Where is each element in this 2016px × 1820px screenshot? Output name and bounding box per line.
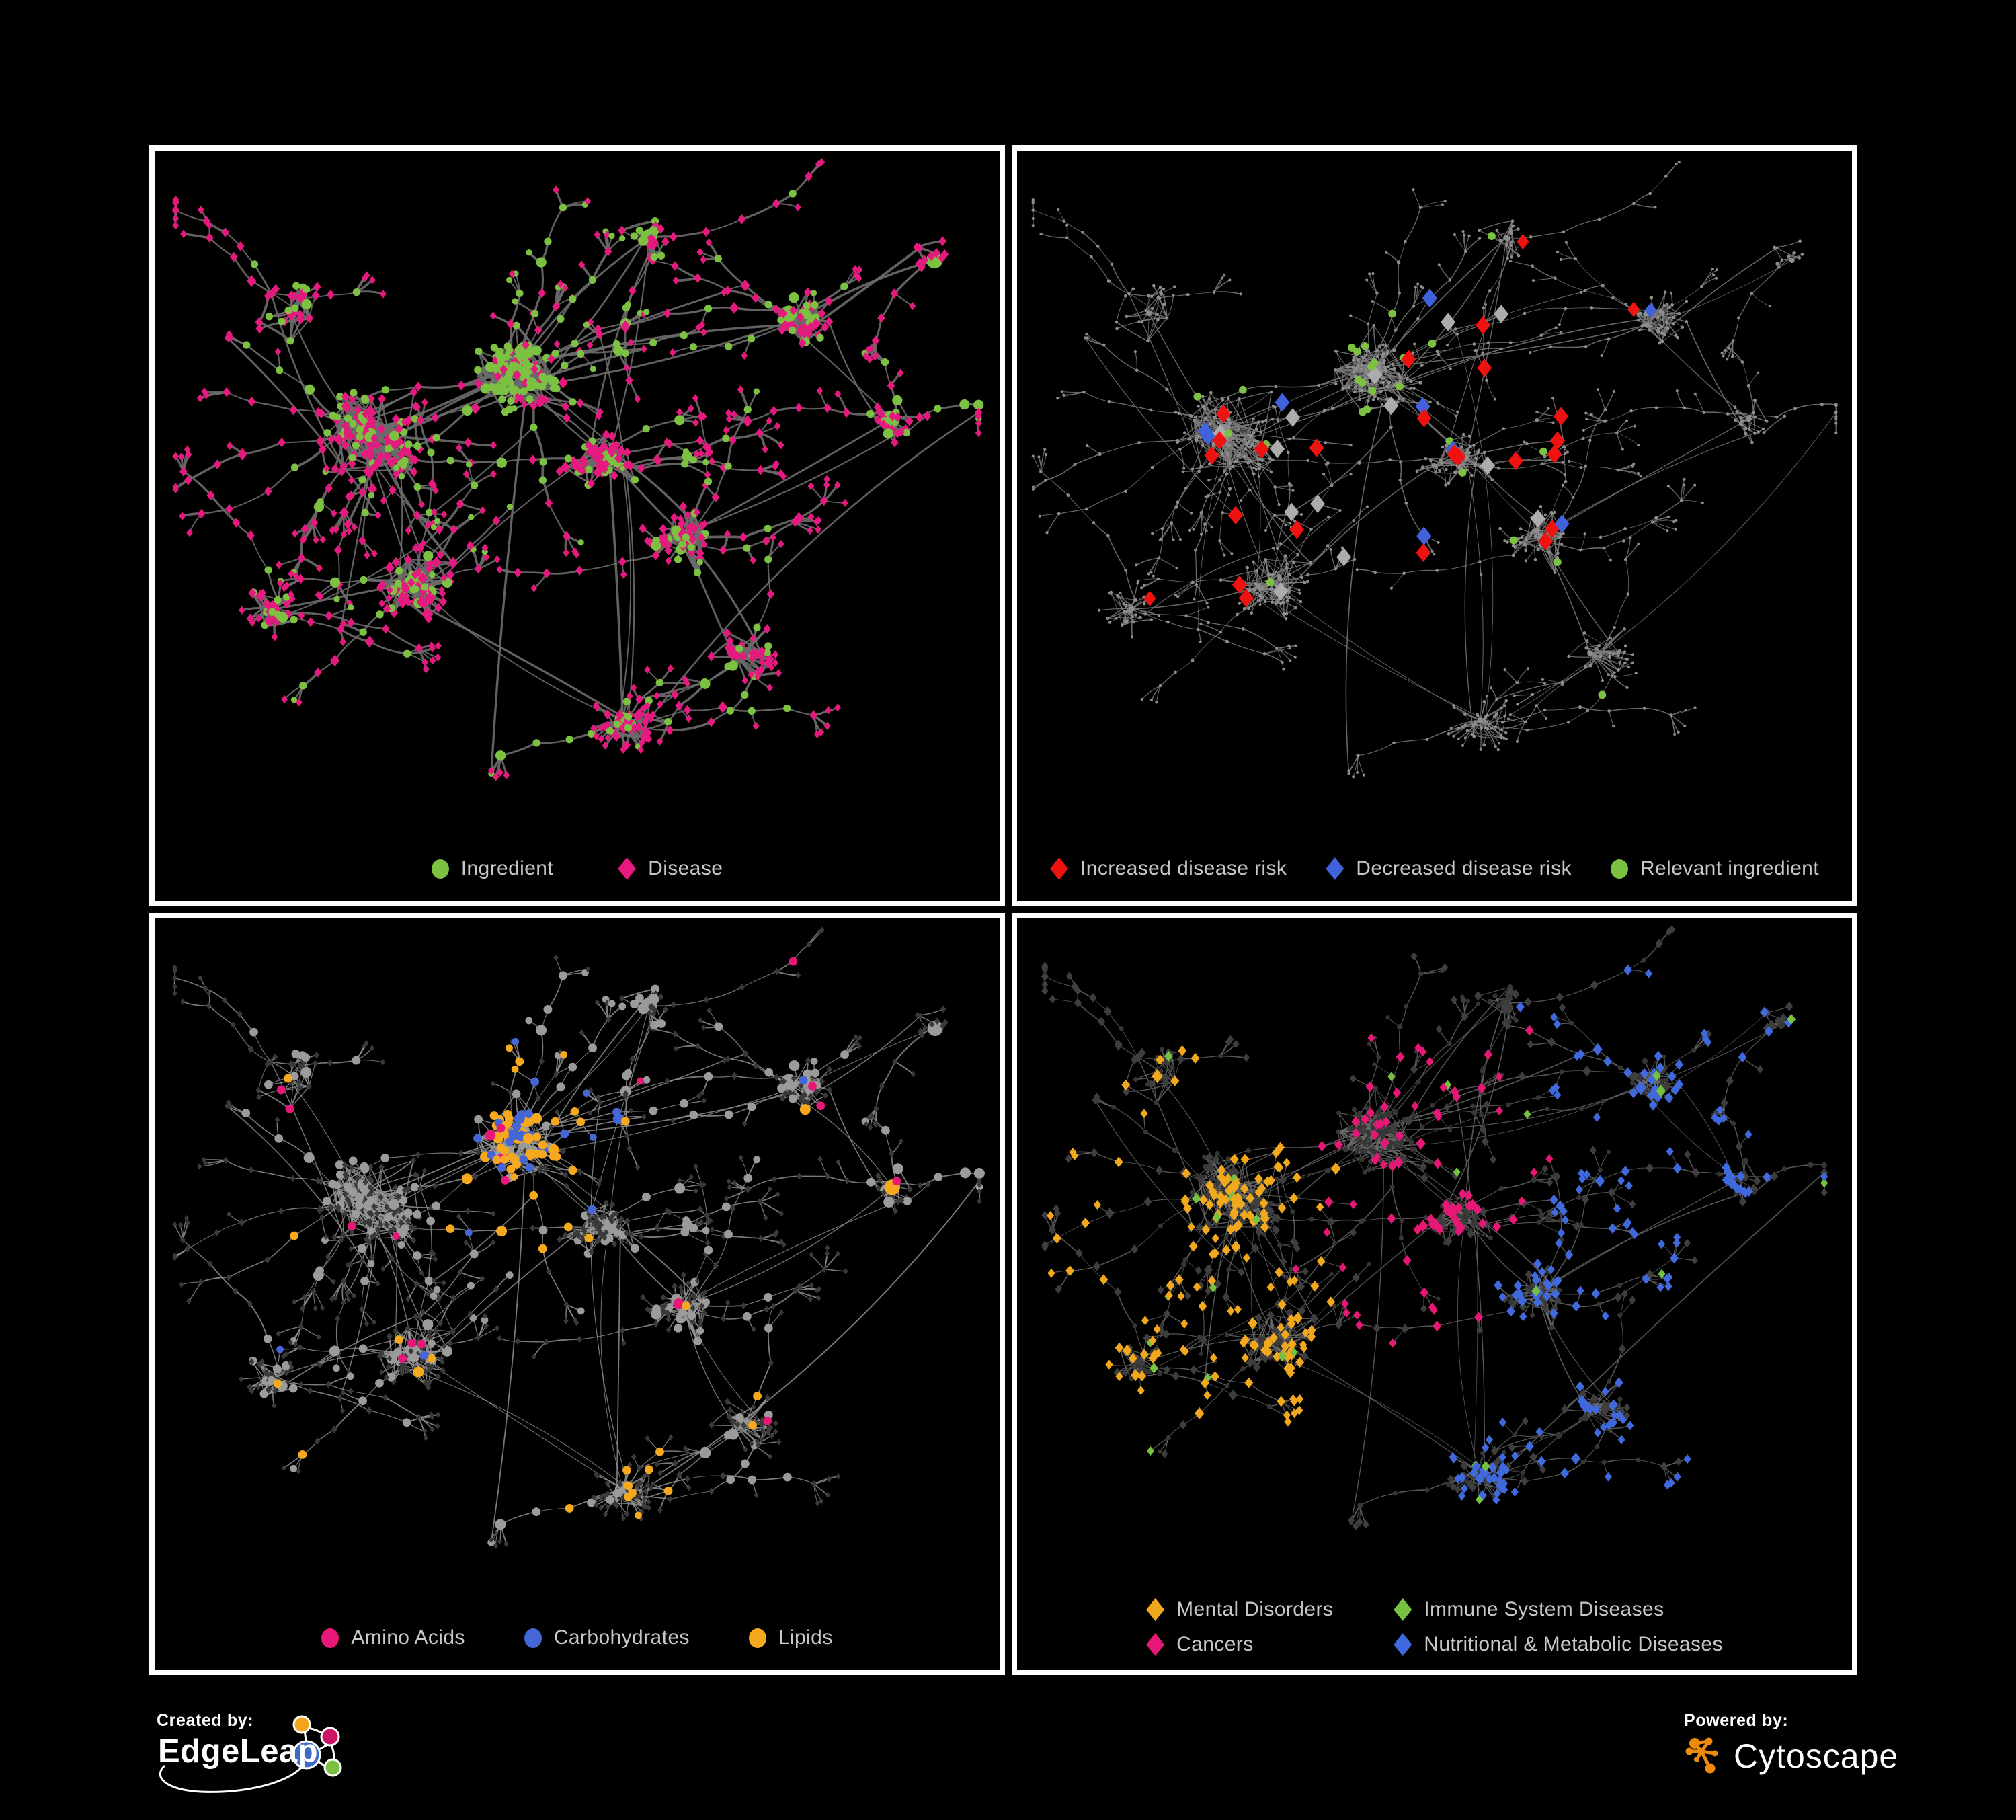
nutrient-classes-legend: Amino Acids Carbohydrates Lipids [155, 1606, 1000, 1670]
legend-label: Carbohydrates [553, 1626, 690, 1649]
legend-item-disease: Disease [618, 857, 723, 880]
legend-item-ingredient: Ingredient [431, 857, 554, 880]
disease-classes-legend: Mental Disorders Immune System Diseases … [1017, 1584, 1852, 1670]
cytoscape-icon [1685, 1737, 1718, 1774]
legend-label: Relevant ingredient [1640, 857, 1819, 879]
nutritional-metabolic-marker-icon [1394, 1633, 1412, 1656]
legend-label: Decreased disease risk [1356, 857, 1572, 879]
edgeleap-wordmark: EdgeLeap [158, 1733, 319, 1770]
panel-nutrient-classes: Amino Acids Carbohydrates Lipids [149, 913, 1005, 1675]
legend-item-increased-risk: Increased disease risk [1050, 857, 1287, 880]
nutrient-classes-network [171, 926, 985, 1549]
legend-item-amino-acids: Amino Acids [321, 1626, 465, 1649]
carbohydrates-marker-icon [524, 1628, 542, 1648]
mental-disorders-marker-icon [1146, 1598, 1165, 1621]
decreased-risk-marker-icon [1326, 857, 1344, 880]
legend-label: Immune System Diseases [1424, 1598, 1664, 1620]
legend-item-lipids: Lipids [748, 1626, 833, 1649]
ingredient-disease-network [171, 158, 984, 781]
legend-label: Increased disease risk [1080, 857, 1287, 879]
legend-label: Mental Disorders [1176, 1598, 1334, 1620]
cytoscape-wordmark: Cytoscape [1734, 1737, 1899, 1775]
lipids-marker-icon [748, 1628, 766, 1648]
legend-item-decreased-risk: Decreased disease risk [1326, 857, 1572, 880]
panel-disease-classes: Mental Disorders Immune System Diseases … [1012, 913, 1857, 1675]
panel-disease-risk: Increased disease risk Decreased disease… [1012, 145, 1857, 906]
increased-risk-marker-icon [1050, 857, 1068, 880]
legend-item-nutritional-metabolic: Nutritional & Metabolic Diseases [1394, 1633, 1723, 1656]
disease-marker-icon [618, 857, 637, 880]
panel-ingredient-disease: Ingredient Disease [149, 145, 1005, 906]
disease-risk-network [1031, 161, 1838, 779]
legend-item-immune-system-diseases: Immune System Diseases [1394, 1598, 1723, 1621]
legend-item-cancers: Cancers [1146, 1633, 1333, 1656]
relevant-ingredient-marker-icon [1610, 859, 1628, 879]
legend-label: Nutritional & Metabolic Diseases [1424, 1633, 1723, 1655]
legend-item-carbohydrates: Carbohydrates [524, 1626, 690, 1649]
cancers-marker-icon [1146, 1633, 1165, 1656]
legend-label: Disease [648, 857, 723, 879]
edgeleap-credit: Created by: EdgeLeap [157, 1711, 399, 1812]
created-by-label: Created by: [157, 1711, 254, 1730]
ingredient-disease-legend: Ingredient Disease [155, 836, 1000, 901]
legend-item-relevant-ingredient: Relevant ingredient [1610, 857, 1819, 880]
disease-risk-legend: Increased disease risk Decreased disease… [1017, 836, 1852, 901]
disease-classes-network [1041, 925, 1828, 1531]
legend-item-mental-disorders: Mental Disorders [1146, 1598, 1333, 1621]
immune-system-marker-icon [1394, 1598, 1412, 1621]
legend-label: Lipids [778, 1626, 833, 1649]
legend-label: Ingredient [460, 857, 554, 879]
legend-label: Cancers [1176, 1633, 1254, 1655]
powered-by-label: Powered by: [1684, 1711, 1789, 1730]
cytoscape-credit: Powered by: [1684, 1711, 1966, 1812]
legend-label: Amino Acids [351, 1626, 465, 1649]
ingredient-marker-icon [431, 859, 449, 879]
amino-acids-marker-icon [321, 1628, 339, 1648]
